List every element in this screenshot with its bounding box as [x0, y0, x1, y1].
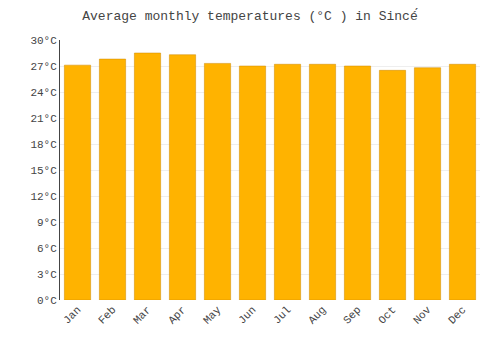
svg-text:Feb: Feb: [96, 304, 118, 326]
svg-text:30°C: 30°C: [30, 35, 57, 47]
svg-text:Dec: Dec: [446, 304, 468, 326]
svg-text:12°C: 12°C: [30, 191, 57, 203]
svg-text:May: May: [201, 304, 224, 327]
svg-text:3°C: 3°C: [37, 269, 57, 281]
svg-text:Jan: Jan: [61, 304, 83, 326]
svg-text:21°C: 21°C: [30, 113, 57, 125]
svg-text:27°C: 27°C: [30, 61, 57, 73]
svg-text:Apr: Apr: [166, 304, 188, 326]
svg-text:Sep: Sep: [341, 304, 363, 326]
svg-text:24°C: 24°C: [30, 87, 57, 99]
svg-text:Nov: Nov: [411, 304, 434, 327]
svg-text:15°C: 15°C: [30, 165, 57, 177]
svg-text:Average monthly temperatures (: Average monthly temperatures (°C ) in Si…: [82, 8, 417, 24]
svg-text:0°C: 0°C: [37, 295, 57, 307]
svg-text:Oct: Oct: [376, 304, 398, 326]
svg-text:Jun: Jun: [236, 304, 258, 326]
svg-text:6°C: 6°C: [37, 243, 57, 255]
svg-text:18°C: 18°C: [30, 139, 57, 151]
svg-text:9°C: 9°C: [37, 217, 57, 229]
svg-text:Jul: Jul: [271, 304, 293, 326]
svg-text:Mar: Mar: [131, 304, 153, 326]
svg-text:Aug: Aug: [306, 304, 328, 326]
